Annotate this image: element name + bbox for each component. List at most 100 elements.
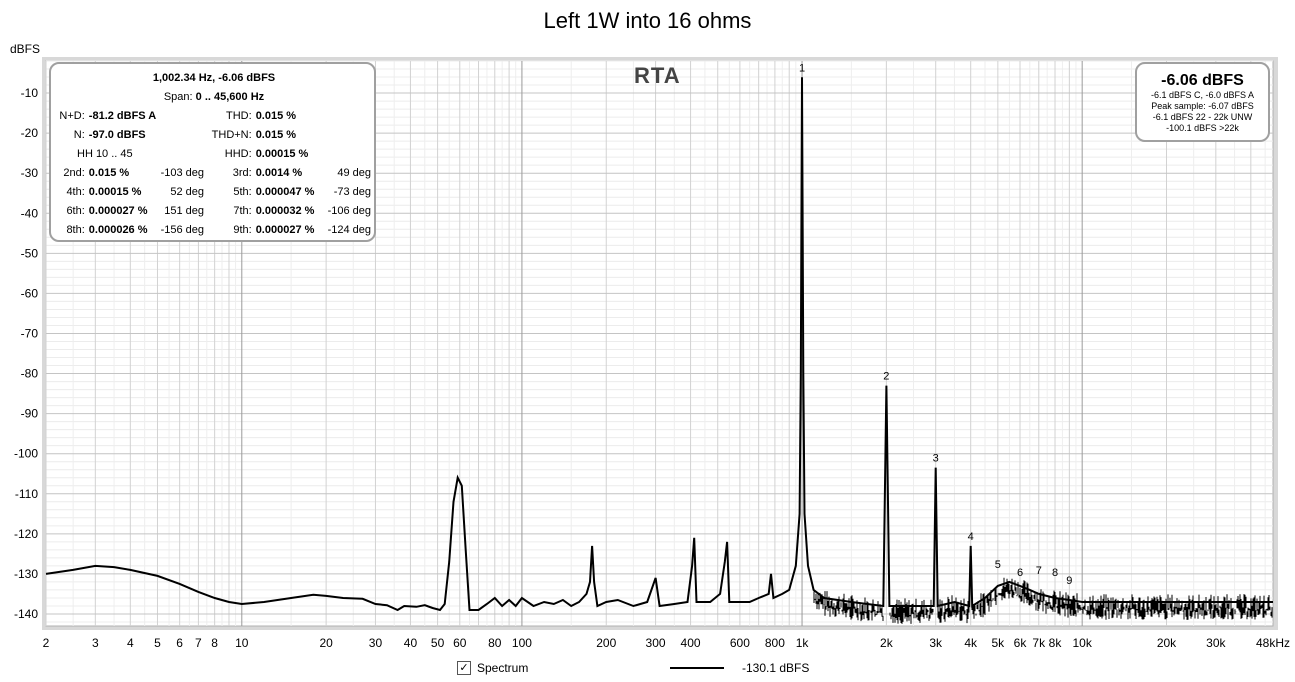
x-tick-label: 7	[195, 636, 202, 650]
harmonic-marker-label: 2	[883, 371, 889, 383]
harmonic-row: 4th: 0.00015 % 52 deg 5th: 0.000047 % -7…	[55, 182, 373, 201]
x-tick-label: 2	[43, 636, 50, 650]
harmonic-phase: -103 deg	[160, 166, 205, 179]
harmonic-marker-label: 4	[968, 531, 974, 543]
y-tick-label: -140	[14, 607, 38, 621]
harmonic-label: 7th:	[233, 204, 252, 217]
x-tick-label: 10k	[1072, 636, 1092, 650]
harmonic-marker-label: 3	[933, 453, 939, 465]
y-tick-label: -90	[21, 407, 39, 421]
x-tick-label: 48kHz	[1256, 636, 1290, 650]
level-unweighted: -6.1 dBFS 22 - 22k UNW	[1152, 112, 1253, 122]
noise-value: -97.0 dBFS	[88, 128, 146, 141]
x-tick-label: 20	[319, 636, 333, 650]
legend: ✓ Spectrum -130.1 dBFS	[0, 656, 1295, 680]
span-readout: Span: 0 .. 45,600 Hz	[55, 87, 373, 106]
harmonic-marker-label: 7	[1036, 565, 1042, 577]
x-tick-label: 40	[404, 636, 418, 650]
y-tick-label: -120	[14, 527, 38, 541]
harmonic-phase: 49 deg	[337, 166, 371, 179]
harmonic-row: 2nd: 0.015 % -103 deg 3rd: 0.0014 % 49 d…	[55, 163, 373, 182]
harmonic-phase: 52 deg	[170, 185, 205, 198]
thdn-value: 0.015 %	[255, 128, 297, 141]
hh-range-label: HH 10 .. 45	[77, 147, 133, 160]
harmonic-row: 6th: 0.000027 % 151 deg 7th: 0.000032 % …	[55, 201, 373, 220]
legend-cursor-value: -130.1 dBFS	[742, 661, 810, 675]
harmonic-value: 0.000026 %	[88, 223, 148, 236]
x-tick-label: 1k	[796, 636, 810, 650]
x-tick-label: 7k	[1032, 636, 1046, 650]
x-tick-label: 800	[765, 636, 785, 650]
x-tick-label: 5	[154, 636, 161, 650]
x-tick-label: 4k	[964, 636, 978, 650]
thd-value: 0.015 %	[255, 109, 297, 122]
y-tick-label: -20	[21, 126, 39, 140]
y-tick-label: -130	[14, 567, 38, 581]
y-tick-label: -80	[21, 367, 39, 381]
y-tick-labels: -10 -20 -30 -40 -50 -60 -70 -80 -90 -100 -110 -120 -…	[14, 86, 38, 621]
chart-title: Left 1W into 16 ohms	[543, 8, 752, 33]
harmonic-row: 8th: 0.000026 % -156 deg 9th: 0.000027 %…	[55, 220, 373, 239]
harmonic-value: 0.000027 %	[88, 204, 148, 217]
harmonic-value: 0.000032 %	[255, 204, 315, 217]
fundamental-readout: 1,002.34 Hz, -6.06 dBFS	[152, 71, 276, 84]
noise-label: N:	[73, 128, 85, 141]
stats-table: 1,002.34 Hz, -6.06 dBFS Span: 0 .. 45,60…	[55, 68, 373, 239]
harmonic-phase: -106 deg	[327, 204, 371, 217]
x-tick-label: 6	[176, 636, 183, 650]
span-label: Span:	[163, 90, 193, 103]
level-readout-panel[interactable]: -6.06 dBFS -6.1 dBFS C, -6.0 dBFS A Peak…	[1135, 62, 1270, 142]
x-tick-label: 6k	[1014, 636, 1028, 650]
harmonic-value: 0.0014 %	[255, 166, 303, 179]
x-tick-label: 2k	[880, 636, 894, 650]
harmonic-label: 6th:	[66, 204, 85, 217]
harmonic-label: 9th:	[233, 223, 252, 236]
y-axis-unit-label: dBFS	[10, 42, 41, 56]
level-peak-sample: Peak sample: -6.07 dBFS	[1151, 101, 1254, 111]
harmonic-phase: -73 deg	[333, 185, 371, 198]
y-tick-label: -100	[14, 447, 38, 461]
x-tick-label: 600	[730, 636, 750, 650]
y-tick-label: -70	[21, 326, 39, 340]
x-tick-label: 8k	[1049, 636, 1063, 650]
x-tick-labels: 2 3 4 5 6 7 8 10 20 30 40 50 60 80 100 200 300 400 600 800 1…	[43, 636, 1290, 650]
hhd-value: 0.00015 %	[255, 147, 309, 160]
harmonic-label: 5th:	[233, 185, 252, 198]
x-tick-label: 8	[211, 636, 218, 650]
level-main-value: -6.06 dBFS	[1161, 72, 1244, 89]
nd-label: N+D:	[59, 109, 85, 122]
spectrum-visibility-checkbox[interactable]: ✓	[457, 661, 471, 675]
y-tick-label: -30	[21, 166, 39, 180]
harmonic-label: 4th:	[66, 185, 85, 198]
level-weighted: -6.1 dBFS C, -6.0 dBFS A	[1150, 90, 1255, 100]
harmonic-phase: 151 deg	[164, 204, 205, 217]
x-tick-label: 10	[235, 636, 249, 650]
x-tick-label: 80	[488, 636, 502, 650]
x-tick-label: 30	[369, 636, 383, 650]
harmonic-marker-label: 5	[995, 559, 1001, 571]
distortion-stats-panel[interactable]: 1,002.34 Hz, -6.06 dBFS Span: 0 .. 45,60…	[49, 62, 376, 242]
y-tick-label: -110	[15, 487, 38, 501]
x-tick-label: 200	[596, 636, 616, 650]
x-tick-label: 5k	[991, 636, 1005, 650]
harmonic-label: 8th:	[66, 223, 85, 236]
harmonic-phase: -124 deg	[327, 223, 371, 236]
level-above-22k: -100.1 dBFS >22k	[1166, 123, 1239, 133]
y-tick-label: -60	[21, 286, 39, 300]
harmonic-phase: -156 deg	[160, 223, 205, 236]
x-tick-label: 30k	[1206, 636, 1226, 650]
harmonic-value: 0.000027 %	[255, 223, 315, 236]
x-tick-label: 50	[431, 636, 445, 650]
harmonic-label: 3rd:	[232, 166, 252, 179]
harmonic-marker-label: 1	[799, 62, 805, 74]
x-tick-label: 3k	[929, 636, 943, 650]
harmonic-markers: 1 2 3 4 5 6 7 89	[799, 62, 1072, 587]
x-tick-label: 100	[512, 636, 532, 650]
x-tick-label: 300	[646, 636, 666, 650]
rta-label: RTA	[634, 63, 681, 88]
y-tick-label: -50	[21, 246, 39, 260]
harmonic-label: 2nd:	[63, 166, 85, 179]
x-tick-label: 60	[453, 636, 467, 650]
x-tick-label: 3	[92, 636, 99, 650]
